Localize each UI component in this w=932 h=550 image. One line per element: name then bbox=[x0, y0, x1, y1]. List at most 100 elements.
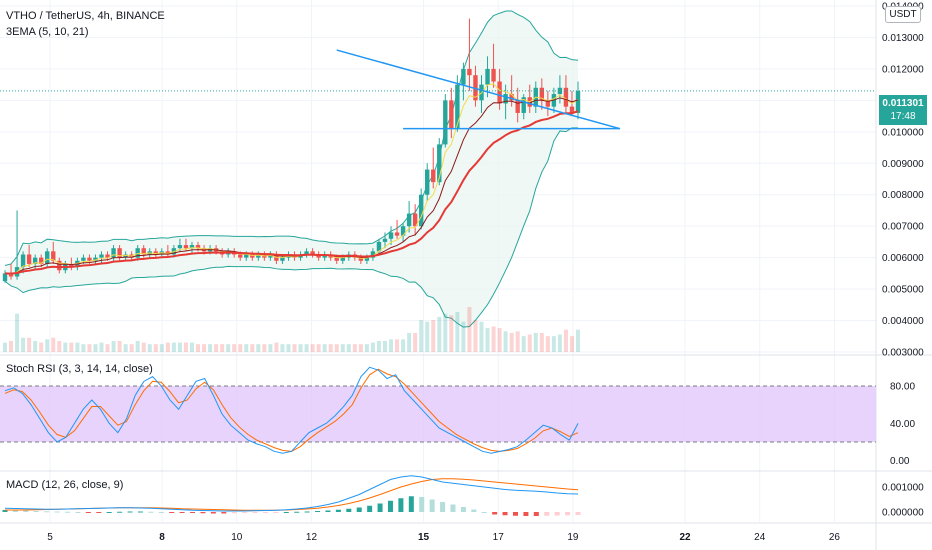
currency-button[interactable]: USDT bbox=[885, 6, 921, 23]
macd-histogram-bar bbox=[377, 503, 383, 512]
price-tick-label: 0.008000 bbox=[882, 190, 924, 201]
candle-body bbox=[177, 245, 183, 249]
candle-body bbox=[455, 84, 460, 129]
macd-histogram-bar bbox=[315, 511, 321, 512]
candle-body bbox=[105, 254, 110, 258]
volume-bar bbox=[316, 344, 321, 352]
volume-bar bbox=[551, 336, 556, 352]
bollinger-upper bbox=[4, 10, 579, 266]
macd-histogram-bar bbox=[148, 511, 154, 513]
volume-bar bbox=[413, 332, 418, 352]
bollinger-fill bbox=[5, 10, 578, 328]
volume-bar bbox=[322, 344, 327, 352]
bar-countdown: 17:48 bbox=[890, 111, 916, 122]
candle-body bbox=[141, 248, 146, 255]
price-tick-label: 0.007000 bbox=[882, 222, 924, 233]
candle-body bbox=[322, 254, 327, 258]
volume-bar bbox=[3, 342, 7, 352]
volume-bar bbox=[123, 344, 128, 352]
macd-histogram-bar bbox=[304, 511, 310, 513]
macd-histogram-bar bbox=[346, 508, 352, 512]
macd-histogram-bar bbox=[502, 512, 508, 516]
time-tick-label: 8 bbox=[159, 532, 165, 543]
candle-body bbox=[443, 100, 448, 145]
candle-body bbox=[316, 254, 321, 258]
macd-histogram-bar bbox=[481, 512, 487, 513]
volume-bar bbox=[461, 321, 466, 352]
candle-body bbox=[8, 273, 14, 277]
volume-bar bbox=[262, 344, 267, 352]
candle-body bbox=[418, 194, 424, 227]
volume-bar bbox=[407, 332, 412, 352]
volume-bar bbox=[419, 320, 424, 352]
macd-legend: MACD (12, 26, close, 9) bbox=[6, 479, 124, 491]
volume-bar bbox=[521, 336, 526, 352]
macd-histogram-bar bbox=[492, 512, 498, 515]
candle-body bbox=[521, 97, 526, 113]
stoch-rsi-line bbox=[4, 366, 579, 454]
volume-bar bbox=[250, 344, 255, 352]
candle-body bbox=[388, 232, 394, 239]
macd-histogram-bar bbox=[398, 498, 404, 512]
candle-body bbox=[111, 248, 116, 258]
macd-histogram-bar bbox=[367, 505, 373, 512]
volume-bar bbox=[189, 342, 194, 352]
volume-bar bbox=[376, 340, 381, 352]
macd-histogram-bar bbox=[85, 512, 91, 513]
candle-body bbox=[51, 251, 56, 261]
volume-bar bbox=[171, 342, 176, 352]
volume-bar bbox=[340, 344, 345, 352]
macd-histogram-bar bbox=[408, 496, 414, 512]
macd-histogram-bar bbox=[200, 512, 206, 514]
volume-bar bbox=[93, 344, 98, 352]
candle-body bbox=[32, 257, 38, 264]
volume-bar bbox=[509, 332, 514, 352]
candle-body bbox=[425, 169, 430, 195]
price-tick-label: 0.004000 bbox=[882, 316, 924, 327]
volume-bar bbox=[69, 342, 74, 352]
time-tick-label: 12 bbox=[306, 532, 318, 543]
volume-bar bbox=[208, 344, 213, 352]
volume-bar bbox=[328, 344, 333, 352]
candle-body bbox=[497, 81, 502, 104]
candle-body bbox=[437, 144, 442, 183]
trendlines[interactable] bbox=[0, 49, 876, 130]
macd-histogram-bar bbox=[512, 512, 518, 516]
last-price-value: 0.011301 bbox=[882, 98, 924, 109]
macd-histogram-bar bbox=[533, 512, 539, 516]
candle-body bbox=[135, 248, 140, 258]
candle-body bbox=[57, 260, 62, 271]
stoch-rsi-pane[interactable] bbox=[0, 366, 876, 454]
candle-body bbox=[280, 257, 285, 261]
candle-body bbox=[20, 254, 26, 268]
volume-bar bbox=[45, 339, 50, 352]
macd-histogram-bar bbox=[75, 512, 81, 513]
candle-body bbox=[364, 257, 370, 261]
volume-bar bbox=[220, 344, 225, 352]
candle-body bbox=[310, 251, 315, 255]
volume-bar bbox=[503, 331, 508, 352]
volume-bar bbox=[310, 344, 315, 352]
price-tick-label: 0.005000 bbox=[882, 285, 924, 296]
volume-bar bbox=[576, 329, 580, 352]
volume-bar bbox=[274, 342, 279, 352]
candle-body bbox=[485, 68, 490, 85]
macd-histogram-bar bbox=[283, 512, 289, 513]
bollinger-lower bbox=[4, 127, 579, 328]
macd-histogram-bar bbox=[544, 512, 550, 516]
volume-bar bbox=[63, 342, 68, 352]
candle-body bbox=[38, 257, 44, 264]
time-tick-label: 15 bbox=[418, 532, 430, 543]
volume-bar bbox=[111, 340, 116, 352]
volume-bar bbox=[75, 342, 80, 352]
macd-pane[interactable] bbox=[2, 475, 581, 516]
volume-bars bbox=[3, 307, 580, 352]
volume-bar bbox=[105, 344, 110, 352]
volume-bar bbox=[135, 340, 140, 352]
volume-bar bbox=[352, 344, 357, 352]
time-tick-label: 26 bbox=[829, 532, 841, 543]
macd-histogram-bar bbox=[335, 509, 341, 512]
candle-body bbox=[370, 251, 376, 258]
candle-body bbox=[491, 68, 496, 82]
